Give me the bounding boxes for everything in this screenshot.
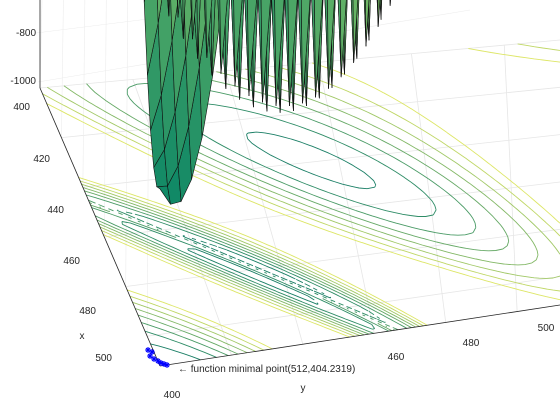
surface-patch	[300, 0, 311, 104]
minimum-marker	[155, 358, 161, 364]
surface-patch	[352, 0, 359, 63]
minimum-marker	[161, 361, 167, 367]
surface-patch	[177, 0, 180, 18]
minimum-markers	[145, 347, 170, 368]
grid-line-y	[411, 53, 447, 323]
surface-patch	[274, 0, 285, 106]
y-tick-label: 500	[538, 323, 555, 334]
x-axis-line	[39, 87, 161, 367]
minimum-marker	[151, 356, 157, 362]
surface-patch	[327, 0, 335, 89]
z-tick-label: -1000	[10, 76, 36, 87]
axes-grid	[35, 0, 560, 367]
minimum-annotation: ← function minimal point(512,404.2319)	[178, 364, 355, 375]
y-axis-label: y	[301, 383, 306, 394]
surface-patch	[389, 0, 391, 6]
surface-patch	[191, 0, 197, 40]
surface-patch	[205, 0, 213, 58]
contour-level	[150, 131, 377, 361]
tick-labels: 400 420 440 460 480 500 400 460 480 500 -800 -1000	[10, 28, 554, 401]
grid-line-x	[147, 276, 560, 337]
contour-level	[47, 68, 560, 352]
surface-patch	[365, 0, 370, 47]
minimum-marker	[158, 360, 164, 366]
minimum-marker	[145, 347, 151, 353]
surface-patch	[260, 0, 271, 103]
surface-patch	[233, 0, 243, 87]
surface-patch	[157, 0, 163, 23]
surface-patch	[340, 0, 347, 78]
contour-level	[84, 74, 510, 355]
y-tick-label: 460	[388, 352, 405, 363]
grid-line-x	[61, 86, 560, 139]
x-tick-label: 400	[13, 102, 30, 113]
grid-line-x	[125, 228, 560, 287]
grid-line-y	[318, 62, 375, 334]
x-tick-label: 420	[33, 154, 50, 165]
grid-line-z	[61, 0, 64, 138]
surface-patch	[287, 0, 298, 107]
grid-line-z	[82, 0, 86, 188]
x-tick-label: 480	[79, 306, 96, 317]
surface-patch	[247, 0, 257, 97]
surface-patch	[389, 0, 391, 6]
x-tick-label: 460	[63, 256, 80, 267]
y-axis-line	[159, 304, 560, 367]
contour-lines	[42, 43, 560, 361]
grid-line-y	[225, 70, 304, 345]
surface-patch	[170, 0, 179, 41]
grid-line-y	[503, 45, 518, 312]
minimum-marker	[164, 362, 170, 368]
surface-patch	[219, 0, 228, 74]
grid-line-y	[132, 79, 232, 356]
x-axis-label: x	[80, 331, 85, 342]
x-tick-label: 440	[47, 205, 64, 216]
y-tick-label: 480	[463, 338, 480, 349]
surface-patch	[143, 0, 145, 3]
y-tick-label: 400	[164, 390, 181, 401]
axis-lines	[39, 0, 560, 367]
grid-line-x	[39, 39, 560, 89]
contour-level	[63, 71, 539, 354]
minimum-marker	[149, 349, 155, 355]
surface-patch	[377, 0, 381, 28]
surface-mesh	[143, 0, 391, 205]
x-tick-label: 500	[95, 353, 112, 364]
minimum-marker	[147, 353, 153, 359]
surface-patch	[314, 0, 323, 98]
z-tick-label: -800	[16, 28, 36, 39]
